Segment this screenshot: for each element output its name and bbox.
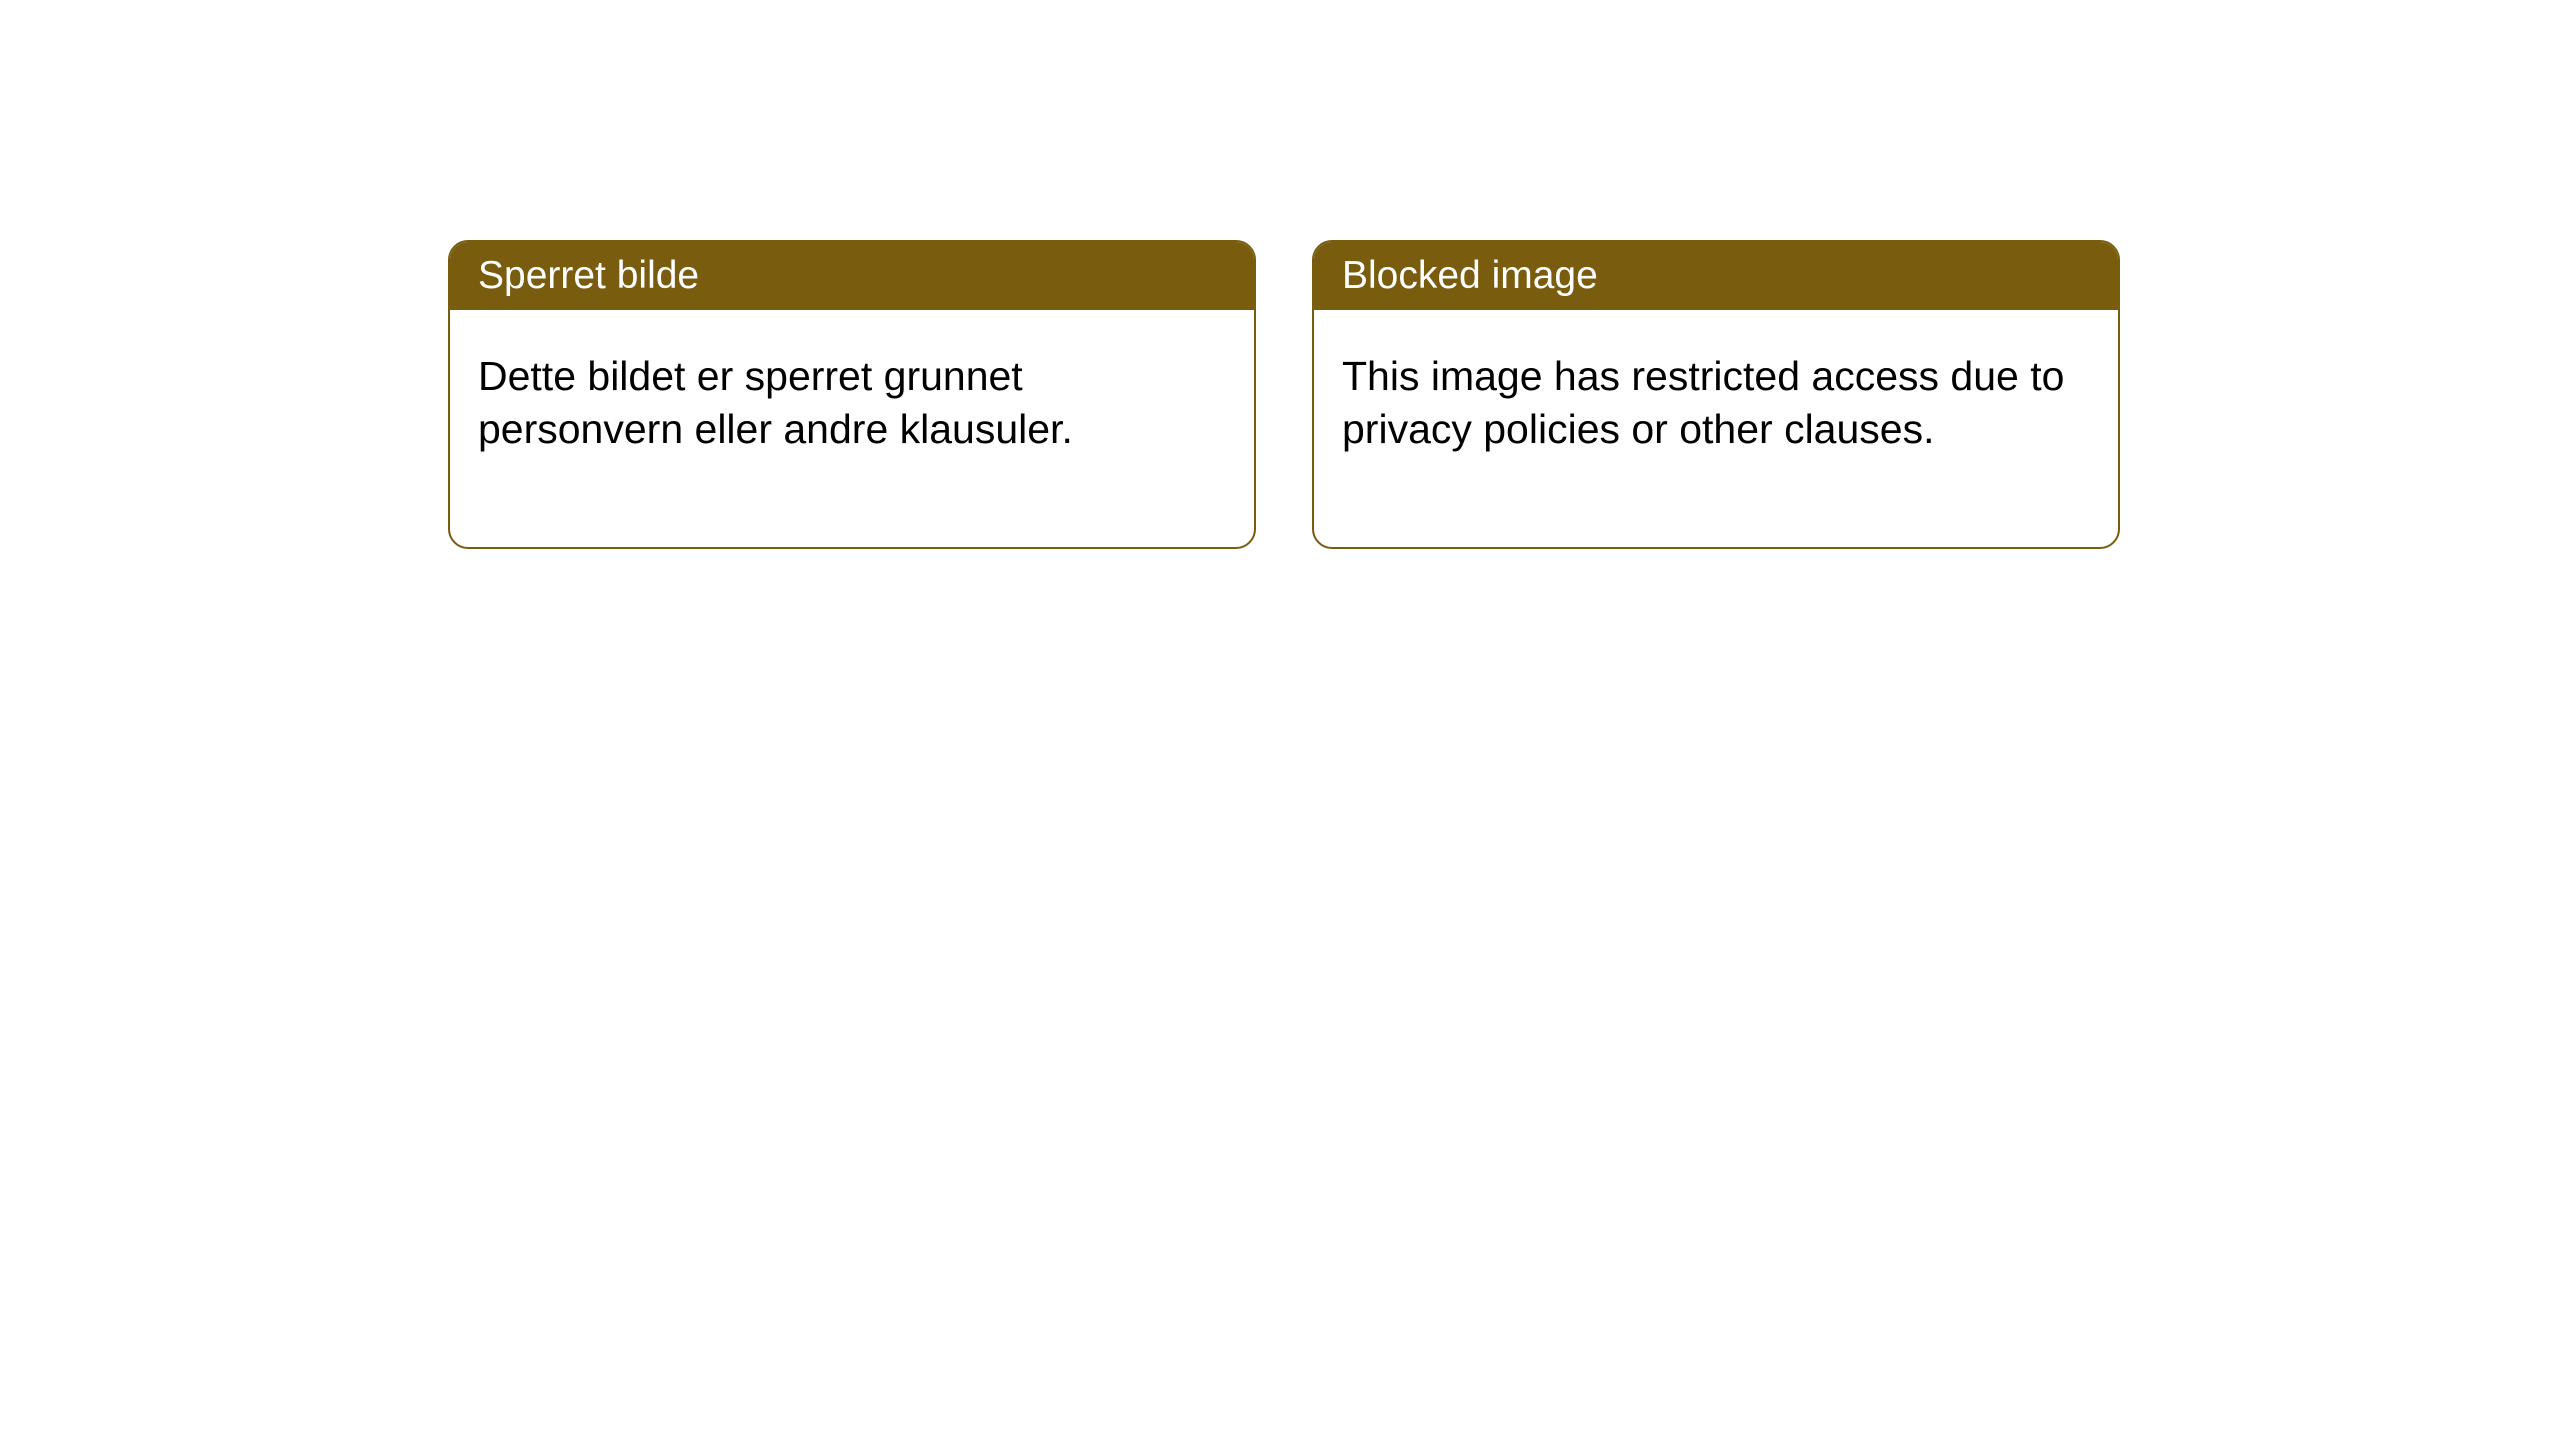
card-container: Sperret bilde Dette bildet er sperret gr…	[448, 240, 2560, 549]
card-body-en: This image has restricted access due to …	[1314, 310, 2118, 547]
card-header-en: Blocked image	[1314, 242, 2118, 310]
card-body-no: Dette bildet er sperret grunnet personve…	[450, 310, 1254, 547]
card-header-no: Sperret bilde	[450, 242, 1254, 310]
blocked-image-card-en: Blocked image This image has restricted …	[1312, 240, 2120, 549]
card-body-text-no: Dette bildet er sperret grunnet personve…	[478, 353, 1073, 452]
card-body-text-en: This image has restricted access due to …	[1342, 353, 2064, 452]
blocked-image-card-no: Sperret bilde Dette bildet er sperret gr…	[448, 240, 1256, 549]
card-title-no: Sperret bilde	[478, 254, 699, 297]
card-title-en: Blocked image	[1342, 254, 1598, 297]
